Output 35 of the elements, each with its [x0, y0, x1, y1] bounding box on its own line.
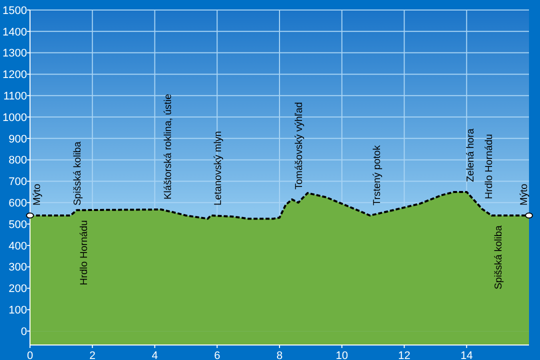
y-tick-label: 1500	[2, 4, 27, 17]
annotation: Spišská koliba	[72, 141, 84, 206]
y-tick-label: 300	[8, 262, 27, 274]
annotation: Zelená hora	[466, 128, 477, 182]
y-tick-label: 600	[8, 198, 27, 210]
annotation: Mýto	[519, 183, 530, 206]
annotation: Hrdlo Hornádu	[484, 134, 496, 200]
y-tick-label: 1100	[3, 90, 27, 102]
annotation: Tomášovský výhľad	[294, 102, 305, 190]
annotation: Kláštorská roklina, ústie	[162, 93, 174, 200]
y-tick-label: 1400	[2, 26, 27, 38]
x-tick-label: 4	[152, 350, 158, 360]
y-tick-label: 400	[8, 240, 27, 252]
annotation: Mýto	[32, 183, 43, 206]
y-tick-label: 0	[20, 326, 27, 338]
annotation: Letanovský mlyn	[212, 131, 224, 206]
x-tick-label: 6	[214, 350, 220, 360]
annotation: Hrdlo Hornádu	[78, 220, 90, 286]
x-tick-label: 10	[336, 350, 348, 360]
x-tick-label: 8	[276, 350, 283, 360]
x-tick-label: 12	[398, 350, 410, 360]
y-tick-label: 1300	[2, 48, 27, 60]
y-tick-label: 700	[8, 176, 27, 188]
y-tick-label: 1200	[2, 69, 27, 82]
y-tick-label: 100	[8, 304, 27, 317]
x-tick-label: 14	[460, 350, 473, 360]
x-tick-label: 2	[89, 350, 96, 360]
annotation: Spišská koliba	[494, 225, 505, 290]
y-tick-label: 1000	[2, 112, 27, 124]
annotation: Trstený potok	[372, 144, 383, 206]
y-tick-label: 200	[8, 283, 27, 296]
y-tick-label: 800	[8, 154, 27, 167]
x-tick-label: 0	[26, 350, 34, 360]
y-tick-label: 900	[8, 133, 27, 146]
y-tick-label: 500	[8, 218, 27, 231]
